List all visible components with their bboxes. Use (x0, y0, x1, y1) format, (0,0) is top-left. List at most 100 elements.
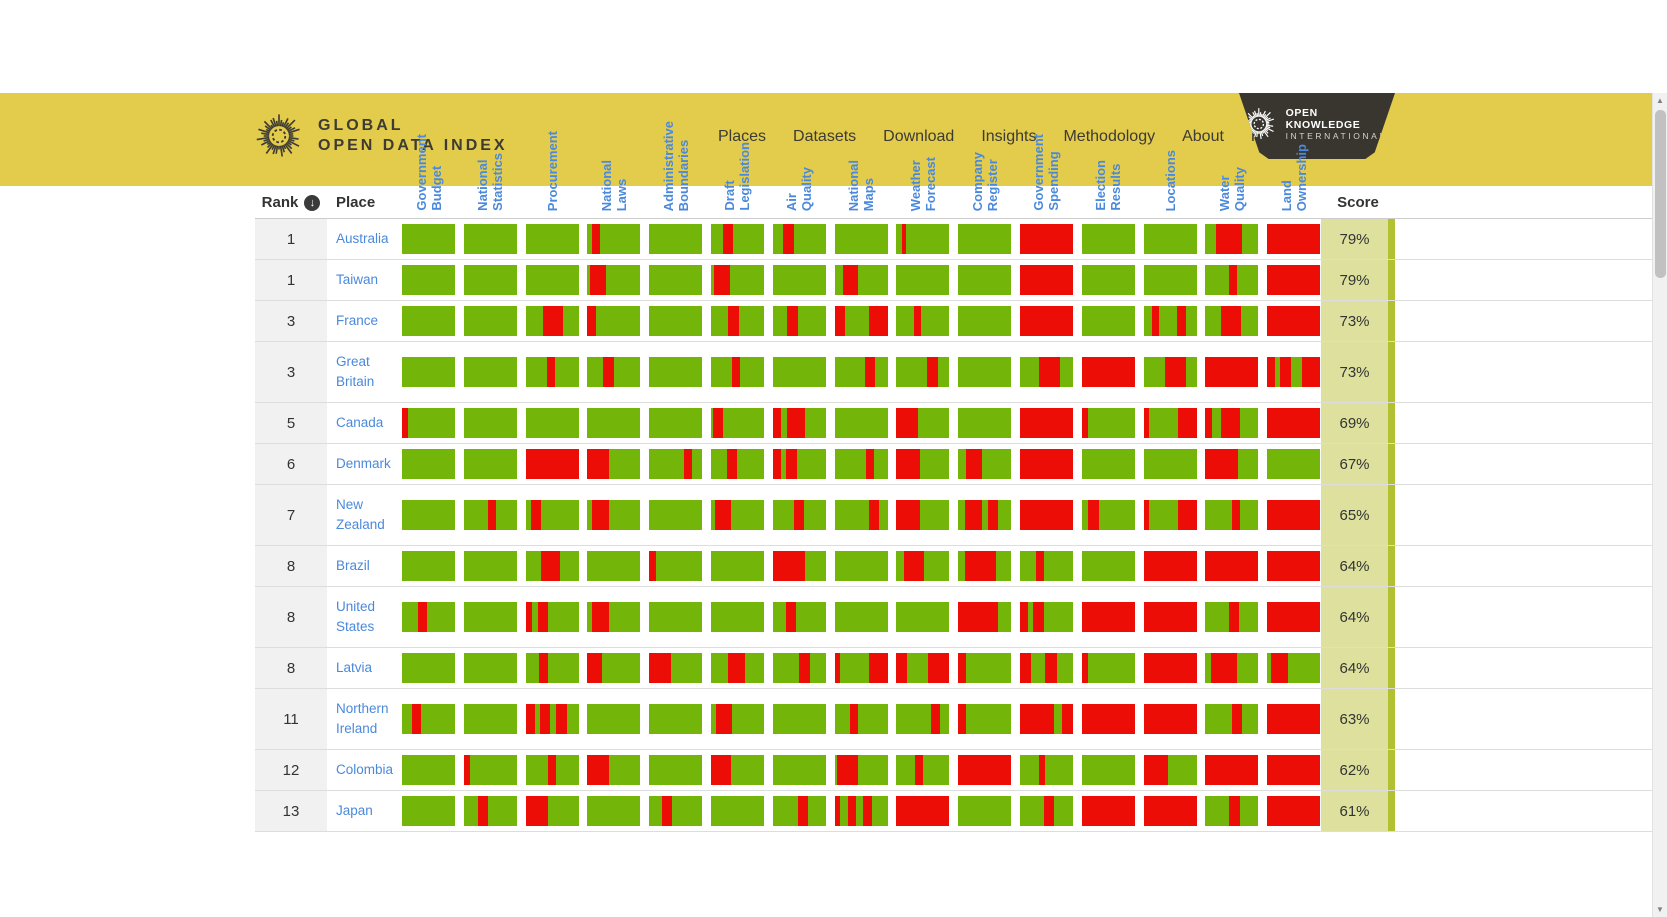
column-header-label-administrative-boundaries[interactable]: Administrative Boundaries (660, 120, 691, 211)
nav-item-places[interactable]: Places (718, 128, 767, 145)
dataset-bar-draft-legislation (710, 602, 764, 632)
place-link-brazil[interactable]: Brazil (336, 558, 370, 573)
place-cell: United States (327, 587, 402, 647)
nav-item-methodology[interactable]: Methodology (1063, 128, 1156, 145)
column-header-label-national-maps[interactable]: National Maps (846, 159, 877, 211)
column-header-label-company-register[interactable]: Company Register (969, 151, 1000, 211)
column-header-label-water-quality[interactable]: Water Quality (1216, 166, 1247, 211)
column-header-label-government-spending[interactable]: Government Spending (1031, 134, 1062, 211)
nav-item-insights[interactable]: Insights (981, 128, 1037, 145)
place-link-australia[interactable]: Australia (336, 231, 389, 246)
dataset-bar-air-quality (772, 755, 826, 785)
closed-segment (1019, 265, 1073, 295)
column-header-label-procurement[interactable]: Procurement (544, 130, 560, 211)
dataset-bar-national-maps (834, 224, 888, 254)
open-segment (1143, 449, 1197, 479)
place-link-japan[interactable]: Japan (336, 803, 373, 818)
column-header-label-election-results[interactable]: Election Results (1093, 160, 1124, 211)
open-segment (1185, 306, 1197, 336)
place-link-northern-ireland[interactable]: Northern (336, 701, 389, 716)
nav-item-download[interactable]: Download (883, 128, 955, 145)
dataset-bar-election-results (1081, 653, 1135, 683)
open-segment (1239, 408, 1259, 438)
dataset-bar-procurement (525, 408, 579, 438)
open-segment (463, 306, 517, 336)
place-link-taiwan[interactable]: Taiwan (336, 272, 379, 287)
score-value: 79% (1321, 260, 1388, 300)
dataset-bar-government-spending (1019, 551, 1073, 581)
dataset-bar-draft-legislation (710, 796, 764, 826)
place-link-denmark[interactable]: Denmark (336, 456, 391, 471)
open-knowledge-line1: OPEN KNOWLEDGE (1285, 107, 1361, 131)
closed-segment (1301, 357, 1321, 387)
open-segment (896, 704, 931, 734)
dataset-bar-election-results (1081, 265, 1135, 295)
column-header-label-air-quality[interactable]: Air Quality (784, 166, 815, 211)
column-header-label-government-budget[interactable]: Government Budget (413, 134, 444, 211)
sort-icon[interactable]: ↓ (304, 194, 321, 211)
dataset-bar-procurement (525, 265, 579, 295)
place-link-great-britain[interactable]: Great (336, 354, 370, 369)
place-cell: Latvia (327, 648, 402, 688)
dataset-bar-weather-forecast (896, 653, 950, 683)
place-cell: Brazil (327, 546, 402, 586)
dataset-bar-weather-forecast (896, 704, 950, 734)
table-row: 3 France 73% (255, 301, 1667, 342)
column-header-label-national-laws[interactable]: National Laws (598, 159, 629, 211)
ranking-table: 1 Australia 79% 1 Taiwan 79% 3 France 73% 3 Great B… (255, 218, 1667, 832)
dataset-bar-procurement (525, 357, 579, 387)
score-cell: 62% (1321, 750, 1395, 790)
dataset-bar-air-quality (772, 408, 826, 438)
open-segment (896, 306, 914, 336)
column-header-label-national-statistics[interactable]: National Statistics (475, 153, 506, 211)
closed-segment (603, 357, 614, 387)
open-segment (587, 357, 604, 387)
column-header-label-land-ownership[interactable]: Land Ownership (1278, 143, 1309, 211)
nav-item-datasets[interactable]: Datasets (793, 128, 857, 145)
open-segment (722, 408, 764, 438)
column-header-label-locations[interactable]: Locations (1162, 149, 1178, 211)
open-segment (744, 653, 764, 683)
scrollbar[interactable]: ▲ ▼ (1652, 93, 1667, 917)
open-segment (525, 755, 548, 785)
open-segment (729, 265, 764, 295)
place-link-france[interactable]: France (336, 313, 379, 328)
dataset-bar-national-laws (587, 224, 641, 254)
nav-item-about[interactable]: About (1182, 128, 1224, 145)
open-knowledge-badge[interactable]: OPEN KNOWLEDGE INTERNATIONAL (1239, 93, 1395, 159)
closed-segment (834, 796, 840, 826)
closed-segment (1143, 796, 1197, 826)
open-segment (1238, 602, 1259, 632)
closed-segment (1081, 408, 1089, 438)
column-header-label-weather-forecast[interactable]: Weather Forecast (907, 156, 938, 211)
scroll-up-arrow-icon[interactable]: ▲ (1656, 96, 1664, 105)
dataset-bar-air-quality (772, 602, 826, 632)
place-link-latvia[interactable]: Latvia (336, 660, 373, 675)
place-link-colombia[interactable]: Colombia (336, 762, 394, 777)
place-link-great-britain[interactable]: Britain (336, 374, 375, 389)
place-link-united-states[interactable]: United (336, 599, 376, 614)
scrollbar-thumb[interactable] (1655, 110, 1666, 278)
closed-segment (772, 449, 781, 479)
open-segment (427, 602, 455, 632)
site-logo[interactable]: GLOBAL OPEN DATA INDEX (252, 109, 508, 163)
place-link-canada[interactable]: Canada (336, 415, 384, 430)
place-link-northern-ireland[interactable]: Ireland (336, 721, 378, 736)
sunburst-icon (256, 114, 300, 157)
closed-segment (1210, 653, 1238, 683)
dataset-bar-draft-legislation (710, 306, 764, 336)
dataset-bar-water-quality (1205, 500, 1259, 530)
place-link-united-states[interactable]: States (336, 619, 375, 634)
open-segment (1267, 653, 1271, 683)
place-link-new-zealand[interactable]: New (336, 497, 364, 512)
closed-segment (1221, 408, 1240, 438)
column-header-label-draft-legislation[interactable]: Draft Legislation (722, 142, 753, 211)
dataset-bar-election-results (1081, 306, 1135, 336)
scroll-down-arrow-icon[interactable]: ▼ (1656, 905, 1664, 914)
open-segment (922, 755, 950, 785)
open-segment (525, 224, 579, 254)
dataset-bars (402, 301, 1321, 341)
open-segment (834, 602, 888, 632)
dataset-bar-national-laws (587, 551, 641, 581)
place-link-new-zealand[interactable]: Zealand (336, 517, 385, 532)
